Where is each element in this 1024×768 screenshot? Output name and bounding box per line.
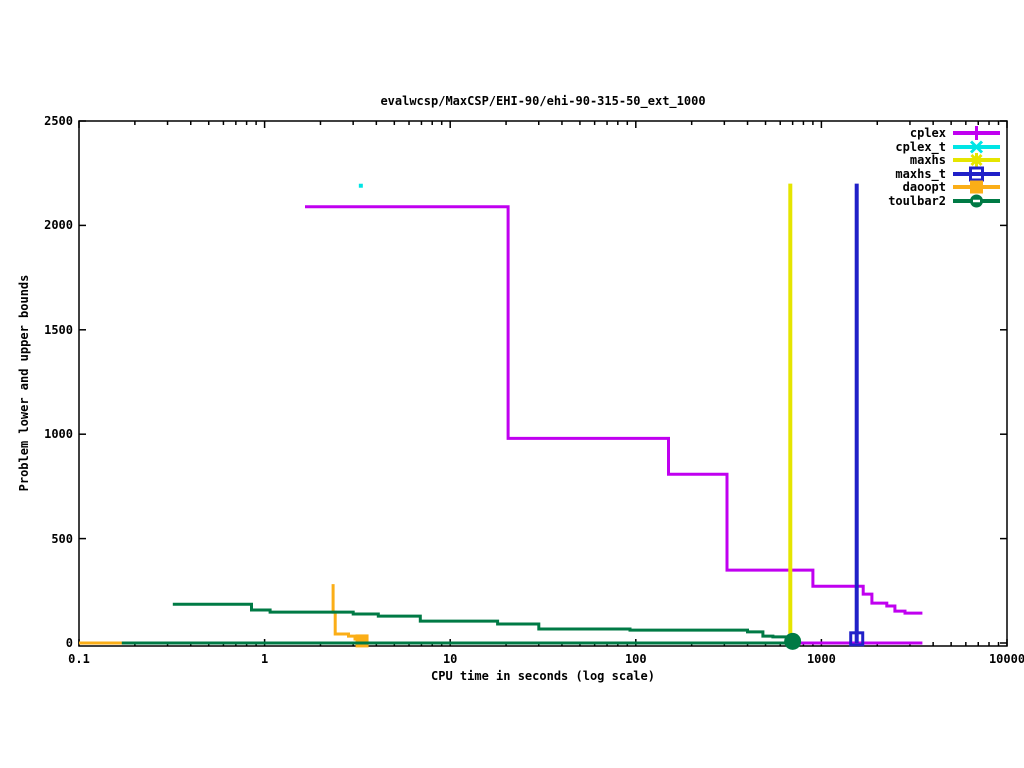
plot-border [78,120,1008,647]
legend-sample-svg-toulbar2 [953,194,1000,207]
x-tick-label-100: 100 [624,652,647,666]
legend-label-cplex_t: cplex_t [895,139,946,154]
legend-sample-toulbar2 [953,193,1005,212]
series-toulbar2-marker-filled-circle [784,632,802,650]
legend-sample-daoopt [953,179,1005,198]
legend-sample-maxhs_t [953,166,1005,185]
legend-sample-svg-maxhs [953,153,1000,167]
x-tick-label-10000: 10000 [988,652,1024,666]
legend-sample-svg-cplex_t [953,139,1000,154]
legend-label-cplex: cplex [909,126,946,140]
y-tick-label-500: 500 [51,531,73,546]
series-maxhs_t-marker-open-square [849,631,865,647]
open-square-icon [969,166,984,181]
plus-icon [969,126,984,140]
series-cplex-line [305,205,923,615]
y-tick-label-2500: 2500 [44,114,73,128]
filled-square-icon [970,180,983,194]
y-axis-label: Problem lower and upper bounds [17,274,31,492]
y-tick-label-1000: 1000 [44,427,73,442]
x-tick-label-1000: 1000 [806,652,836,666]
cross-icon [969,139,984,154]
chart-title: evalwcsp/MaxCSP/EHI-90/ehi-90-315-50_ext… [380,94,706,108]
y-tick-label-2000: 2000 [44,218,73,233]
legend-label-daoopt: daoopt [902,180,946,194]
legend-sample-cplex [953,125,1005,144]
x-tick-label-10: 10 [442,652,458,666]
legend-sample-svg-daoopt [953,180,1000,194]
series-daoopt-marker-filled-square [355,634,369,648]
y-tick-label-0: 0 [65,636,73,650]
series-toulbar2-line [172,602,793,644]
legend-label-toulbar2: toulbar2 [888,193,946,208]
legend-sample-svg-maxhs_t [953,166,1000,181]
x-tick-label-1: 1 [260,652,269,666]
series-cplex_t-marker-small-square [358,183,363,188]
y-tick-label-1500: 1500 [44,322,73,337]
asterisk-icon [970,153,983,167]
legend-sample-svg-cplex [953,126,1000,140]
legend-label-maxhs: maxhs [909,153,946,167]
legend-sample-cplex_t [953,139,1005,158]
x-tick-label-0.1: 0.1 [68,652,90,666]
legend-label-maxhs_t: maxhs_t [895,166,946,181]
legend-sample-maxhs [953,152,1005,171]
x-axis-label: CPU time in seconds (log scale) [431,669,655,683]
